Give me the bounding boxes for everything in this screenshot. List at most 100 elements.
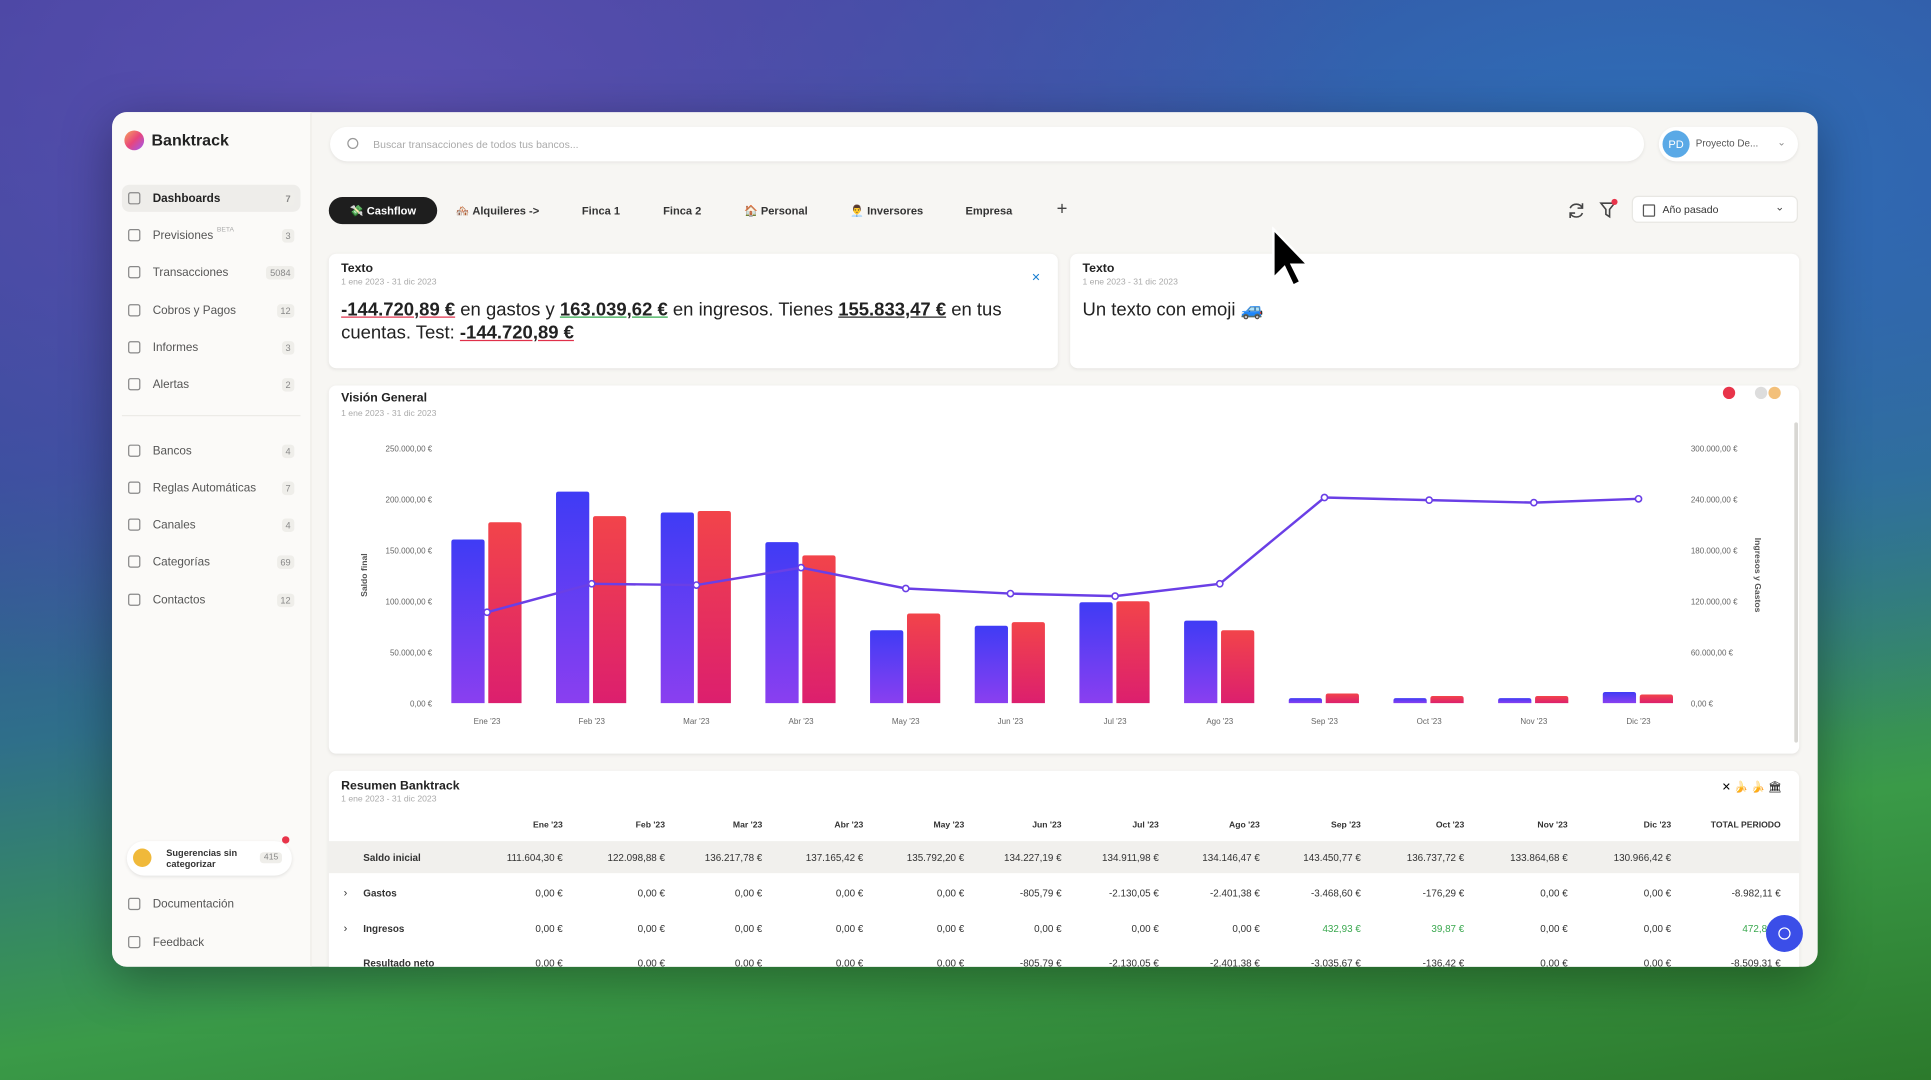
dashboard-tab[interactable]: 👨‍💼 Inversores <box>850 203 924 217</box>
expand-chevron[interactable]: › <box>343 886 348 899</box>
table-cell: 39,87 € <box>1431 923 1465 935</box>
notification-dot <box>282 836 290 844</box>
chat-button[interactable] <box>1765 915 1803 952</box>
y2-tick-label: 120.000,00 € <box>1691 597 1738 606</box>
nav-label: Cobros y Pagos <box>152 303 236 318</box>
nav-label: Bancos <box>152 443 192 458</box>
table-cell: 0,00 € <box>936 887 965 899</box>
line-point <box>1425 496 1434 504</box>
mouse-cursor <box>1272 226 1308 288</box>
column-header: Jul '23 <box>1132 821 1159 831</box>
table-card: Resumen Banktrack 1 ene 2023 - 31 dic 20… <box>328 770 1800 967</box>
row-label: Resultado neto <box>363 958 435 967</box>
y-tick-label: 250.000,00 € <box>386 444 433 453</box>
table-cell: 0,00 € <box>1643 958 1672 967</box>
row-label: Ingresos <box>363 923 405 935</box>
chevron: ⌄ <box>1775 200 1785 214</box>
scrollbar <box>1794 422 1798 743</box>
nav-item[interactable]: Transacciones 5084 <box>122 259 301 286</box>
table-cell: 134.227,19 € <box>1004 852 1062 864</box>
expand-chevron[interactable]: › <box>343 922 348 935</box>
chevron: ⌄ <box>1777 136 1786 148</box>
nav-item[interactable]: Reglas Automáticas 7 <box>122 474 301 501</box>
nav-label: Previsiones <box>152 228 214 242</box>
dashboard-tab[interactable]: 🏘️ Alquileres -> <box>455 203 540 217</box>
bar <box>1535 696 1569 704</box>
add-tab[interactable]: + <box>1056 198 1068 220</box>
nav-item[interactable]: Informes 3 <box>122 334 301 361</box>
bar <box>802 555 836 704</box>
nav-item[interactable]: Dashboards 7 <box>121 184 301 212</box>
nav-item[interactable]: Alertas 2 <box>122 371 301 398</box>
table-cell: -2.401,38 € <box>1209 887 1260 899</box>
y-tick-label: 50.000,00 € <box>390 648 433 657</box>
table-cell: 143.450,77 € <box>1303 852 1361 864</box>
table-cell: 0,00 € <box>535 887 563 899</box>
suggestion-button[interactable]: Sugerencias sin categorizar 415 <box>126 836 292 876</box>
nav-count: 4 <box>281 443 295 458</box>
nav-item[interactable]: Cobros y Pagos 12 <box>122 297 301 324</box>
nav-label: Categorías <box>152 554 210 569</box>
dashboard-tab[interactable]: 🏠 Personal <box>743 203 808 217</box>
table-cell: 0,00 € <box>1540 958 1568 967</box>
nav-icon <box>128 266 141 279</box>
column-header: Jun '23 <box>1032 821 1062 831</box>
nav-item[interactable]: Categorías 69 <box>122 548 301 575</box>
amount: 155.833,47 € <box>838 299 947 321</box>
bank-icon <box>1754 386 1768 400</box>
column-header: Sep '23 <box>1330 821 1361 831</box>
nav-item[interactable]: Bancos 4 <box>122 437 301 464</box>
card-title: Texto <box>341 262 374 276</box>
row-label: Saldo inicial <box>363 852 421 864</box>
refresh-button[interactable] <box>1566 201 1586 221</box>
bar <box>1602 691 1637 704</box>
card-text: Un texto con emoji 🚙 <box>1082 298 1781 321</box>
dashboard-tab[interactable]: 💸 Cashflow <box>328 197 438 225</box>
y2-tick-label: 0,00 € <box>1691 699 1714 708</box>
text-card: Texto 1 ene 2023 - 31 dic 2023 Un texto … <box>1070 253 1800 369</box>
search-bar[interactable]: Buscar transacciones de todos tus bancos… <box>330 126 1645 162</box>
date-filter[interactable]: Año pasado ⌄ <box>1631 195 1798 223</box>
nav-count: 2 <box>281 377 295 392</box>
table-cell: 0,00 € <box>1540 887 1568 899</box>
chart-subtitle: 1 ene 2023 - 31 dic 2023 <box>341 408 436 418</box>
calendar-icon <box>1642 204 1656 217</box>
nav-icon <box>128 593 141 606</box>
y2-tick-label: 240.000,00 € <box>1691 495 1738 504</box>
dashboard-tab[interactable]: Finca 1 <box>581 204 621 217</box>
x-tick-label: Dic '23 <box>1626 717 1651 726</box>
bank-icon <box>1722 386 1736 400</box>
nav-icon <box>128 935 141 949</box>
nav-icon <box>128 444 141 457</box>
dashboard-tab[interactable]: Empresa <box>965 204 1013 217</box>
profile-menu[interactable]: PD Proyecto De... ⌄ <box>1658 126 1798 162</box>
line-point <box>587 579 596 588</box>
search-placeholder: Buscar transacciones de todos tus bancos… <box>373 137 579 151</box>
x-tick-label: Abr '23 <box>789 717 815 726</box>
x-tick-label: Jul '23 <box>1104 717 1127 726</box>
profile-name: Proyecto De... <box>1695 137 1759 150</box>
x-tick-label: Ago '23 <box>1206 717 1233 726</box>
nav-item[interactable]: Feedback <box>122 929 301 956</box>
y2-tick-label: 180.000,00 € <box>1691 546 1738 555</box>
nav-icon <box>128 518 141 531</box>
table-cell: 0,00 € <box>936 923 965 935</box>
nav-item[interactable]: Contactos 12 <box>122 586 301 613</box>
table-cell: 0,00 € <box>1643 887 1672 899</box>
dashboard-tab[interactable]: Finca 2 <box>663 204 702 217</box>
chart: Visión General 1 ene 2023 - 31 dic 2023 … <box>341 386 1798 743</box>
bar <box>556 491 590 704</box>
nav-label: Alertas <box>152 377 190 392</box>
y2-axis-label: Ingresos y Gastos <box>1753 538 1763 613</box>
line-point <box>483 608 491 617</box>
nav-item[interactable]: Previsiones BETA 3 <box>122 222 301 249</box>
y-tick-label: 200.000,00 € <box>386 495 433 504</box>
x-tick-label: Sep '23 <box>1311 717 1338 726</box>
date-filter-label: Año pasado <box>1662 203 1719 216</box>
nav-item[interactable]: Documentación <box>122 890 301 917</box>
nav-item[interactable]: Canales 4 <box>122 511 301 538</box>
card-date: 1 ene 2023 - 31 dic 2023 <box>1082 278 1178 287</box>
nav-count: 12 <box>276 592 295 607</box>
filter-button[interactable] <box>1598 198 1618 220</box>
y-axis-label: Saldo final <box>359 553 369 597</box>
